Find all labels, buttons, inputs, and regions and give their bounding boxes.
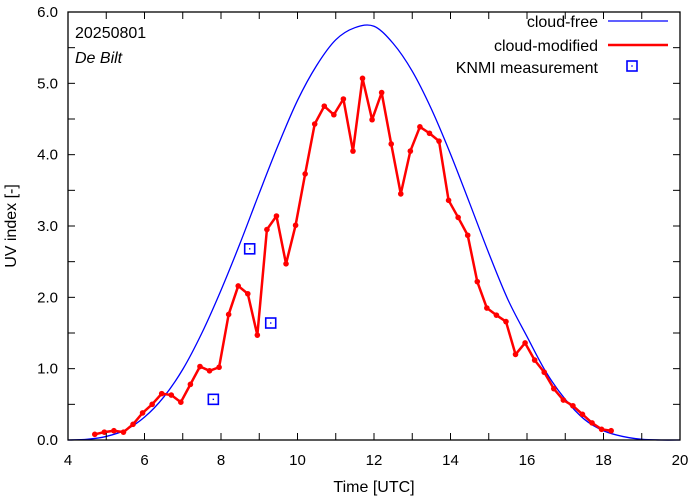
cloud-modified-point <box>264 226 270 233</box>
cloud-modified-point <box>311 121 318 127</box>
y-tick-label: 3.0 <box>37 218 58 235</box>
legend-label-cloud-free: cloud-free <box>527 14 598 31</box>
knmi-measurement-dot <box>270 322 272 324</box>
cloud-modified-point <box>350 148 356 154</box>
cloud-modified-point <box>388 141 395 147</box>
x-tick-label: 18 <box>595 452 612 469</box>
cloud-modified-point <box>197 363 203 370</box>
cloud-modified-point <box>111 427 117 434</box>
cloud-free-line <box>67 24 681 441</box>
cloud-modified-point <box>608 427 614 434</box>
cloud-modified-point <box>598 426 605 433</box>
legend-label-cloud-modified: cloud-modified <box>494 38 598 55</box>
y-tick-label: 0.0 <box>37 432 58 449</box>
cloud-modified-point <box>91 431 98 438</box>
knmi-measurement-dot <box>212 398 215 401</box>
cloud-modified-point <box>331 111 337 118</box>
cloud-modified-point <box>512 351 519 358</box>
x-tick-label: 8 <box>217 452 225 469</box>
cloud-modified-point <box>168 392 175 398</box>
cloud-modified-point <box>531 357 538 363</box>
x-tick-label: 14 <box>442 452 459 469</box>
cloud-modified-point <box>397 191 404 197</box>
cloud-modified-point <box>484 305 490 311</box>
cloud-modified-point <box>178 399 184 405</box>
x-axis-label: Time [UTC] <box>333 479 414 496</box>
cloud-modified-point <box>560 397 567 403</box>
legend: cloud-free cloud-modified KNMI measureme… <box>456 14 668 77</box>
cloud-modified-point <box>244 290 251 297</box>
cloud-modified-point <box>445 197 452 204</box>
cloud-modified-point <box>570 402 576 409</box>
cloud-modified-point <box>436 138 442 144</box>
cloud-modified-point <box>407 148 414 154</box>
cloud-modified-point <box>369 116 375 123</box>
cloud-modified-point <box>321 103 328 109</box>
x-tick-label: 20 <box>672 452 689 469</box>
cloud-modified-point <box>225 311 232 318</box>
cloud-modified-point <box>550 385 557 392</box>
cloud-modified-point <box>541 369 548 376</box>
cloud-modified-point <box>254 332 261 338</box>
cloud-modified-point <box>139 410 146 416</box>
legend-label-knmi: KNMI measurement <box>456 60 599 77</box>
date-annotation: 20250801 <box>75 25 146 42</box>
cloud-modified-point <box>273 213 280 219</box>
knmi-measurement-marker <box>207 393 220 406</box>
y-tick-label: 1.0 <box>37 361 58 378</box>
cloud-modified-point <box>216 364 222 371</box>
cloud-modified-point <box>503 318 509 325</box>
cloud-modified-point <box>206 368 213 374</box>
cloud-modified-point <box>283 261 289 267</box>
legend-marker-knmi <box>626 60 638 72</box>
cloud-modified-line <box>94 77 612 436</box>
y-tick-label: 4.0 <box>37 147 58 164</box>
y-tick-label: 6.0 <box>37 4 58 21</box>
cloud-modified-point <box>340 96 347 102</box>
x-tick-label: 12 <box>366 452 383 469</box>
cloud-modified-point <box>101 429 108 435</box>
cloud-modified-point <box>522 340 528 346</box>
cloud-modified-point <box>130 421 136 428</box>
x-tick-label: 16 <box>519 452 536 469</box>
knmi-measurement-marker <box>264 317 277 329</box>
cloud-modified-point <box>292 222 299 229</box>
cloud-modified-point <box>464 232 471 239</box>
y-axis-label: UV index [-] <box>3 184 20 268</box>
cloud-modified-point <box>158 390 165 397</box>
cloud-modified-point <box>426 130 433 137</box>
cloud-modified-point <box>417 124 423 130</box>
x-tick-label: 4 <box>64 452 72 469</box>
cloud-modified-point <box>455 214 461 221</box>
cloud-modified-point <box>589 420 595 426</box>
plot-series <box>67 24 681 441</box>
station-annotation: De Bilt <box>75 50 123 67</box>
y-tick-label: 2.0 <box>37 289 58 306</box>
cloud-modified-point <box>302 171 308 177</box>
axes: 4 6 8 10 12 14 16 18 20 0.0 1.0 2.0 3.0 4.0 5.0 6.0 <box>37 4 688 469</box>
knmi-measurement-dot <box>248 248 251 250</box>
cloud-modified-point <box>474 278 481 285</box>
cloud-modified-point <box>235 283 242 289</box>
x-tick-label: 10 <box>289 452 306 469</box>
plot-frame <box>67 11 681 441</box>
cloud-modified-point <box>493 312 500 318</box>
cloud-modified-point <box>579 411 586 418</box>
y-tick-label: 5.0 <box>37 75 58 92</box>
knmi-measurement-marker <box>243 243 256 255</box>
cloud-modified-point <box>149 401 155 408</box>
cloud-modified-point <box>120 429 127 435</box>
x-tick-label: 6 <box>140 452 148 469</box>
cloud-modified-point <box>378 89 385 96</box>
cloud-modified-point <box>359 75 366 82</box>
cloud-modified-point <box>187 381 194 388</box>
legend-marker-knmi-dot <box>631 65 633 67</box>
